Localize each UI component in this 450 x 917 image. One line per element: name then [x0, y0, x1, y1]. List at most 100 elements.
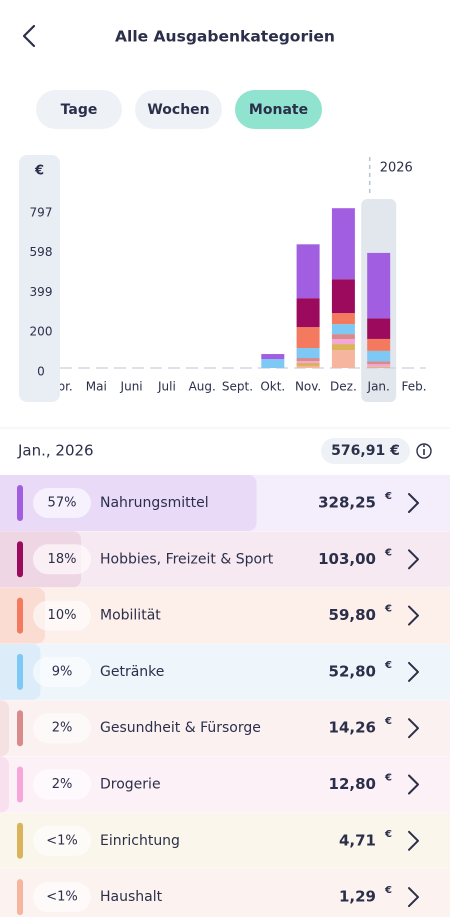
category-row[interactable]: 18% Hobbies, Freizeit & Sport 103,00 €: [0, 531, 450, 588]
bar-segment: [331, 350, 355, 368]
currency: €: [384, 885, 392, 896]
chevron: [408, 774, 419, 795]
share-pill: [33, 882, 91, 913]
amount: 52,80: [329, 662, 376, 680]
chevron: [408, 605, 419, 626]
x-tick-label: Aug.: [189, 380, 216, 394]
year-label: 2026: [380, 161, 413, 176]
bar-segment: [296, 348, 320, 359]
share-pill: [33, 600, 91, 631]
bar-segment: [261, 354, 285, 360]
category-row[interactable]: 57% Nahrungsmittel 328,25 €: [0, 475, 450, 531]
amount: 14,26: [329, 719, 376, 737]
bar-segment: [367, 252, 391, 319]
chevron: [408, 493, 419, 513]
color-marker: [17, 766, 23, 803]
info-icon-dot: [423, 445, 425, 447]
share-label: 18%: [48, 552, 77, 567]
x-tick-label: Jan.: [367, 380, 390, 394]
share-bar: [0, 756, 9, 813]
tab-label: Tage: [61, 102, 98, 118]
share-pill: [33, 769, 91, 800]
period-label: Jan., 2026: [17, 442, 94, 460]
bar-segment: [367, 364, 391, 367]
color-marker: [17, 541, 23, 578]
tab-label: Monate: [249, 102, 308, 118]
bar-segment: [331, 324, 355, 335]
share-label: <1%: [46, 890, 78, 905]
currency: €: [384, 660, 392, 671]
chevron: [408, 661, 419, 682]
x-tick-label: Nov.: [295, 380, 321, 394]
share-label: 2%: [52, 721, 73, 736]
color-marker: [17, 879, 23, 916]
bar-segment: [331, 279, 355, 314]
category-name: Getränke: [100, 664, 164, 680]
tab-label: Wochen: [147, 102, 209, 118]
chevron: [408, 549, 419, 570]
share-label: 2%: [52, 777, 73, 792]
bar-segment: [296, 327, 320, 349]
category-row[interactable]: 10% Mobilität 59,80 €: [0, 587, 450, 644]
currency: €: [384, 604, 392, 615]
share-label: 9%: [52, 664, 73, 679]
y-axis-label: €: [34, 164, 44, 179]
category-row[interactable]: 9% Getränke 52,80 €: [0, 643, 450, 700]
currency: €: [384, 547, 392, 558]
share-label: 57%: [48, 496, 77, 511]
color-marker: [17, 822, 23, 859]
tab[interactable]: [36, 90, 122, 129]
amount: 103,00: [318, 550, 376, 568]
bar-segment: [296, 361, 320, 364]
share-pill: [33, 825, 91, 856]
category-name: Haushalt: [100, 889, 163, 905]
x-tick-label: Sept.: [222, 380, 253, 394]
y-tick-label: 797: [30, 205, 53, 219]
back-button[interactable]: [22, 24, 36, 48]
page-title: Alle Ausgabenkategorien: [115, 28, 335, 46]
total-pill: [321, 438, 410, 464]
bar-segment: [261, 359, 285, 368]
bar-segment: [296, 244, 320, 299]
bar-segment: [296, 298, 320, 328]
tab[interactable]: [235, 90, 322, 129]
chevron: [408, 830, 419, 851]
currency: €: [384, 773, 392, 784]
bar-segment: [367, 338, 391, 351]
amount: 1,29: [339, 888, 376, 906]
category-name: Hobbies, Freizeit & Sport: [100, 551, 274, 567]
chevron: [408, 718, 419, 739]
category-row[interactable]: 2% Gesundheit & Fürsorge 14,26 €: [0, 700, 450, 757]
total-amount: 576,91 €: [331, 443, 400, 459]
category-name: Drogerie: [100, 777, 161, 793]
bar-segment: [331, 334, 355, 340]
currency: €: [384, 829, 392, 840]
amount: 12,80: [329, 775, 376, 793]
bar-segment: [296, 366, 320, 368]
y-tick-label: 399: [30, 285, 53, 299]
share-pill: [33, 488, 91, 518]
share-bar: [0, 700, 9, 757]
tab[interactable]: [135, 90, 222, 129]
category-name: Mobilität: [100, 608, 161, 624]
bar-segment: [296, 358, 320, 362]
category-row[interactable]: <1% Einrichtung 4,71 €: [0, 812, 450, 869]
bar-segment: [331, 344, 355, 351]
share-pill: [33, 544, 91, 575]
amount: 4,71: [339, 831, 376, 849]
category-row[interactable]: 2% Drogerie 12,80 €: [0, 756, 450, 813]
share-label: 10%: [48, 608, 77, 623]
bar-segment: [367, 318, 391, 339]
share-pill: [33, 656, 91, 687]
bar-segment: [331, 339, 355, 345]
bar-segment: [331, 208, 355, 280]
color-marker: [17, 653, 23, 690]
y-tick-label: 0: [37, 365, 45, 379]
category-name: Einrichtung: [100, 833, 180, 849]
x-tick-label: Okt.: [260, 380, 285, 394]
x-tick-label: Juli: [157, 380, 176, 394]
info-icon[interactable]: [416, 443, 432, 459]
category-row[interactable]: <1% Haushalt 1,29 €: [0, 869, 450, 917]
